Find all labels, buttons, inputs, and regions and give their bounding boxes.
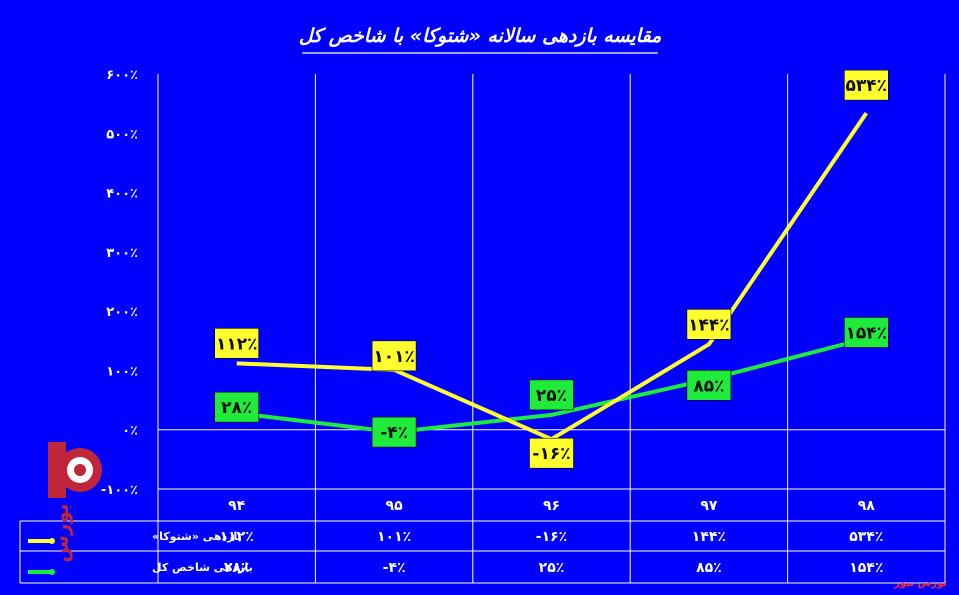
table-cell: -۴٪ [383, 560, 406, 576]
data-table: ۹۴ ۹۵ ۹۶ ۹۷ ۹۸ بازدهی «شتوکا»۱۱۲٪ ۱۰۱٪ -۱۶٪ ۱۴۴٪… [19, 488, 945, 584]
table-cell: ۲۵٪ [539, 560, 565, 576]
table-cell: -۱۶٪ [536, 529, 567, 545]
data-label: ۱۵۴٪ [846, 323, 888, 343]
table-cell: ۱۱۲٪ [220, 529, 254, 545]
data-label-box [214, 391, 259, 423]
data-label: ۲۵٪ [536, 386, 567, 406]
y-tick-label: ۴۰۰٪ [106, 187, 138, 202]
data-label-box [529, 379, 574, 411]
data-label-box [686, 309, 732, 340]
data-label-box [371, 416, 417, 448]
data-label: ۱۰۱٪ [373, 347, 415, 367]
data-label-box [686, 370, 732, 401]
data-label-box [529, 437, 574, 469]
table-cell: ۸۵٪ [696, 560, 722, 576]
y-tick-label: ۶۰۰٪ [106, 68, 138, 83]
category-label: ۹۷ [700, 498, 718, 514]
data-label: ۱۱۲٪ [216, 334, 258, 354]
table-cell: ۵۳۴٪ [849, 529, 883, 545]
series-line [236, 336, 867, 435]
y-tick-label: ۳۰۰٪ [106, 246, 138, 261]
category-label: ۹۴ [228, 498, 246, 514]
y-tick-label: ۵۰۰٪ [106, 127, 138, 142]
data-label: ۸۵٪ [693, 376, 724, 396]
table-cell: ۱۴۴٪ [692, 529, 726, 545]
legend-swatch-marker [49, 569, 55, 575]
chart-title: مقایسه بازدهی سالانه «شتوکا» با شاخص کل [299, 25, 662, 47]
data-label-box [843, 317, 889, 348]
legend-label: بازدهی «شتوکا» [152, 530, 242, 543]
data-labels: ۱۱۲٪ ۱۰۱٪ -۱۶٪ ۱۴۴٪ ۵۳۴٪ ۲۸٪ -۴٪ ۲۵٪ ۸۵٪ ۱۵۴٪ [214, 69, 889, 469]
y-tick-label: ۱۰۰٪ [106, 364, 138, 379]
table-cell: ۲۸٪ [224, 560, 250, 576]
grid: ۶۰۰٪ ۵۰۰٪ ۴۰۰٪ ۳۰۰٪ ۲۰۰٪ ۱۰۰٪ ۰٪ -۱۰۰٪ [101, 68, 946, 583]
legend-swatch-marker [49, 538, 55, 544]
category-label: ۹۸ [858, 498, 876, 514]
chart-title-group: مقایسه بازدهی سالانه «شتوکا» با شاخص کل [299, 25, 662, 54]
data-label: -۴٪ [380, 423, 408, 443]
source-credit: بورس نیوز [894, 578, 947, 589]
data-label-box [371, 340, 417, 372]
data-label-box [214, 328, 259, 359]
data-label: ۲۸٪ [221, 398, 252, 418]
legend-label: بازدهی شاخص کل [152, 561, 253, 574]
data-label-box [843, 69, 889, 101]
data-label: ۵۳۴٪ [846, 76, 888, 96]
table-cell: ۱۵۴٪ [849, 560, 883, 576]
data-label: -۱۶٪ [532, 444, 570, 464]
table-cell: ۱۰۱٪ [377, 529, 411, 545]
y-tick-label: -۱۰۰٪ [101, 483, 138, 498]
category-label: ۹۶ [543, 498, 560, 514]
y-tick-label: ۲۰۰٪ [106, 305, 138, 320]
news-logo-watermark: بورس [48, 442, 102, 563]
svg-text:بورس: بورس [49, 503, 73, 562]
y-tick-label: ۰٪ [122, 424, 138, 439]
data-label: ۱۴۴٪ [688, 315, 730, 335]
category-label: ۹۵ [386, 498, 404, 514]
